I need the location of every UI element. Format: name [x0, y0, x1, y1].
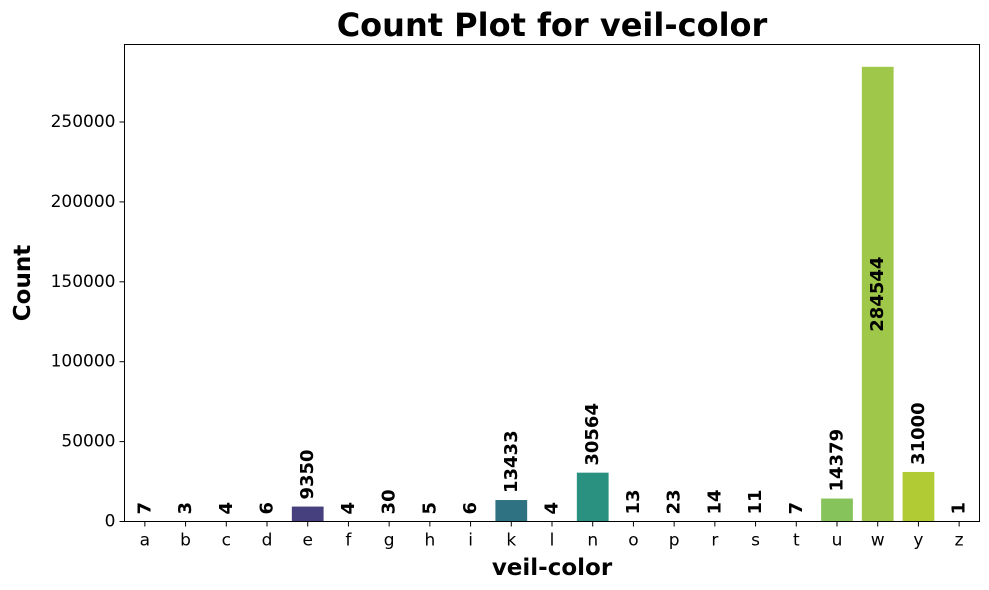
data-label-a: 7 — [134, 502, 155, 515]
x-tick-label-l: l — [550, 531, 555, 551]
chart-title: Count Plot for veil-color — [337, 6, 768, 44]
data-label-b: 3 — [175, 502, 196, 515]
data-label-p: 23 — [664, 489, 685, 514]
x-tick-label-z: z — [955, 531, 964, 551]
x-tick-label-s: s — [751, 531, 760, 551]
bar-e — [291, 506, 324, 522]
x-tick-label-f: f — [345, 531, 352, 551]
x-tick-label-p: p — [669, 531, 680, 551]
data-label-s: 11 — [745, 489, 766, 514]
data-label-f: 4 — [338, 502, 359, 515]
x-tick-label-e: e — [302, 531, 312, 551]
bars-group — [128, 66, 935, 522]
data-label-r: 14 — [704, 489, 725, 514]
x-tick-label-a: a — [140, 531, 150, 551]
y-ticks-group: 0 50000 100000 150000 200000 250000 — [51, 112, 125, 532]
x-tick-label-n: n — [587, 531, 598, 551]
data-label-y: 31000 — [908, 402, 929, 465]
data-label-u: 14379 — [827, 429, 848, 492]
x-tick-label-o: o — [628, 531, 638, 551]
data-label-k: 13433 — [501, 430, 522, 493]
x-tick-label-r: r — [711, 531, 718, 551]
x-tick-label-t: t — [793, 531, 800, 551]
x-tick-label-g: g — [384, 531, 395, 551]
bar-u — [821, 498, 853, 522]
data-label-e: 9350 — [297, 449, 318, 499]
plot-frame — [124, 44, 980, 522]
x-tick-label-w: w — [871, 531, 885, 551]
y-tick-label-200000: 200000 — [51, 192, 116, 212]
data-label-d: 6 — [257, 502, 278, 515]
data-label-c: 4 — [216, 502, 237, 515]
x-tick-label-y: y — [913, 531, 923, 551]
x-tick-label-b: b — [180, 531, 191, 551]
y-tick-label-100000: 100000 — [51, 352, 116, 372]
x-tick-label-d: d — [262, 531, 273, 551]
data-label-i: 6 — [460, 502, 481, 515]
x-tick-label-u: u — [832, 531, 843, 551]
data-label-g: 30 — [379, 489, 400, 514]
y-tick-label-250000: 250000 — [51, 112, 116, 132]
y-tick-label-150000: 150000 — [51, 272, 116, 292]
bar-n — [576, 472, 609, 522]
x-tick-label-k: k — [506, 531, 516, 551]
data-label-t: 7 — [786, 502, 807, 515]
x-tick-label-c: c — [222, 531, 231, 551]
data-label-o: 13 — [623, 489, 644, 514]
data-label-w: 284544 — [867, 257, 888, 332]
y-tick-label-50000: 50000 — [61, 432, 115, 452]
x-tick-label-i: i — [468, 531, 473, 551]
bar-w — [861, 66, 894, 522]
bar-y — [902, 471, 935, 522]
data-label-l: 4 — [542, 502, 563, 515]
x-tick-label-h: h — [424, 531, 435, 551]
x-axis-label: veil-color — [492, 555, 613, 581]
data-label-z: 1 — [949, 502, 970, 515]
data-label-h: 5 — [419, 502, 440, 515]
bar-k — [495, 500, 528, 522]
data-label-n: 30564 — [582, 403, 603, 466]
y-tick-label-0: 0 — [105, 512, 116, 532]
y-axis-label: Count — [10, 245, 36, 321]
